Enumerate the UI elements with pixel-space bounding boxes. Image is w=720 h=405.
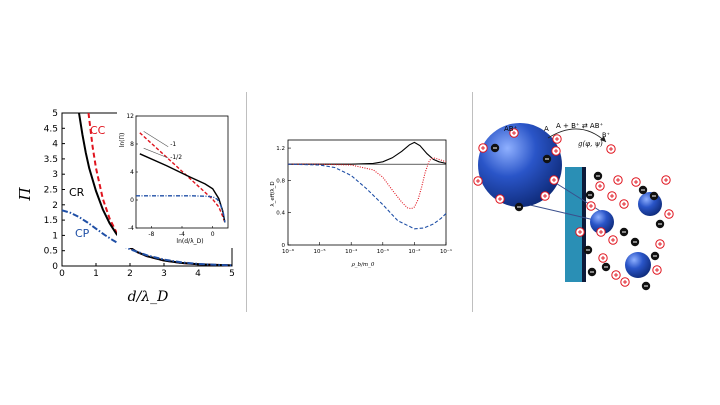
c1-y-tick-label: 3 [52, 170, 58, 180]
c1-y-axis-label: Π [16, 187, 34, 202]
c1-x-tick-label: 0 [59, 269, 65, 279]
c2-x-tick-label: 10⁻³ [377, 248, 389, 255]
inset-y-axis-label: ln(Π) [119, 133, 126, 148]
c2-x-tick-label: 10⁻¹ [440, 248, 452, 255]
g-function-text: g(φ, ψ) [578, 140, 603, 148]
inset-y-tick-label: 4 [130, 169, 134, 176]
inset-y-tick-label: -4 [128, 225, 134, 232]
c1-y-tick-label: 1 [52, 231, 58, 241]
c1-x-tick-label: 1 [93, 269, 99, 279]
c1-x-axis-label: d/λ_D [128, 289, 169, 305]
c2-y-tick-label: 0 [282, 243, 286, 249]
c1-y-tick-label: 0 [52, 262, 58, 272]
label-a: A [544, 125, 549, 133]
inset-series-cp [136, 195, 226, 223]
inset-ref-label: -1/2 [170, 154, 182, 161]
c1-tick-labels: 0 1 2 3 4 500.511.522.533.544.55 [44, 109, 235, 279]
c2-frame-rect [287, 139, 447, 246]
c1-y-tick-label: 5 [52, 109, 58, 119]
label-cc: CC [90, 124, 106, 137]
inset-x-tick-label: -8 [148, 231, 154, 238]
c2-tick-labels: 10⁻⁶ 10⁻⁵ 10⁻⁴ 10⁻³ 10⁻² 10⁻¹ 0 0.4 0.8 1.2 [276, 146, 452, 255]
c2-x-axis-label: ρ_b/m_0 [351, 262, 375, 268]
inset-x-axis-label: ln(d/λ_D) [176, 238, 203, 245]
c2-x-tick-label: 10⁻² [408, 248, 420, 255]
inset-ref-line [143, 147, 169, 159]
c1-y-tick-label: 0.5 [44, 247, 58, 257]
c1-y-tick-label: 3.5 [44, 155, 58, 165]
c1-y-tick-label: 2.5 [44, 186, 58, 196]
c1-x-tick-label: 3 [161, 269, 167, 279]
label-cr: CR [69, 186, 85, 199]
reaction-arrow [547, 128, 607, 143]
reaction-text: A + B⁺ ⇄ AB⁺ [556, 122, 604, 130]
inset-series-cc [139, 132, 226, 223]
inset-ref-line [143, 131, 169, 148]
c1-y-tick-label: 4 [52, 140, 58, 150]
c1-y-tick-label: 2 [52, 201, 58, 211]
reaction-arrow-head [600, 136, 606, 142]
c2-series-group [287, 141, 447, 230]
c1-x-tick-label: 4 [195, 269, 201, 279]
label-b: B⁺ [602, 131, 610, 139]
c2-series-blue-dashed [287, 163, 447, 230]
inset-series-cr [139, 153, 226, 223]
c2-x-tick-label: 10⁻⁵ [314, 248, 326, 255]
big-sphere [478, 123, 562, 207]
inset-frame [117, 112, 236, 248]
c2-series-red-dotted [288, 157, 447, 210]
inset-x-tick-label: 0 [211, 231, 215, 238]
small-sphere-3 [625, 252, 651, 278]
c2-y-tick-label: 0.4 [276, 211, 285, 217]
c2-y-axis-label: λ_eff/λ_D [270, 181, 276, 206]
inset-y-tick-label: 0 [130, 197, 134, 204]
c1-y-tick-label: 4.5 [44, 124, 58, 134]
inset-ref-label: -1 [170, 141, 176, 148]
c2-axes [287, 139, 447, 246]
inset-y-tick-label: 12 [126, 113, 134, 120]
c2-y-tick-label: 0.8 [276, 178, 285, 184]
label-ab-top: AB⁺ [504, 125, 518, 133]
ion-group [473, 128, 674, 291]
divider-right [472, 92, 473, 312]
divider-left [246, 92, 247, 312]
wall-edge [582, 167, 586, 282]
c2-y-tick-label: 1.2 [276, 146, 285, 152]
c2-x-tick-label: 10⁻⁴ [345, 248, 358, 255]
label-cp: CP [75, 227, 90, 240]
c1-x-tick-label: 2 [127, 269, 133, 279]
c1-x-tick-label: 5 [229, 269, 235, 279]
wall [565, 167, 585, 282]
small-sphere-1 [590, 210, 614, 234]
inset-y-tick-label: 8 [130, 141, 134, 148]
inset-x-tick-label: -4 [179, 231, 185, 238]
c2-x-tick-label: 10⁻⁶ [282, 248, 295, 255]
inset-plot: -8 -4 0 -4 0 4 8 12 -1 -1/2 [126, 113, 229, 238]
c1-y-tick-label: 1.5 [44, 216, 58, 226]
c2-series-black-solid [288, 141, 447, 165]
